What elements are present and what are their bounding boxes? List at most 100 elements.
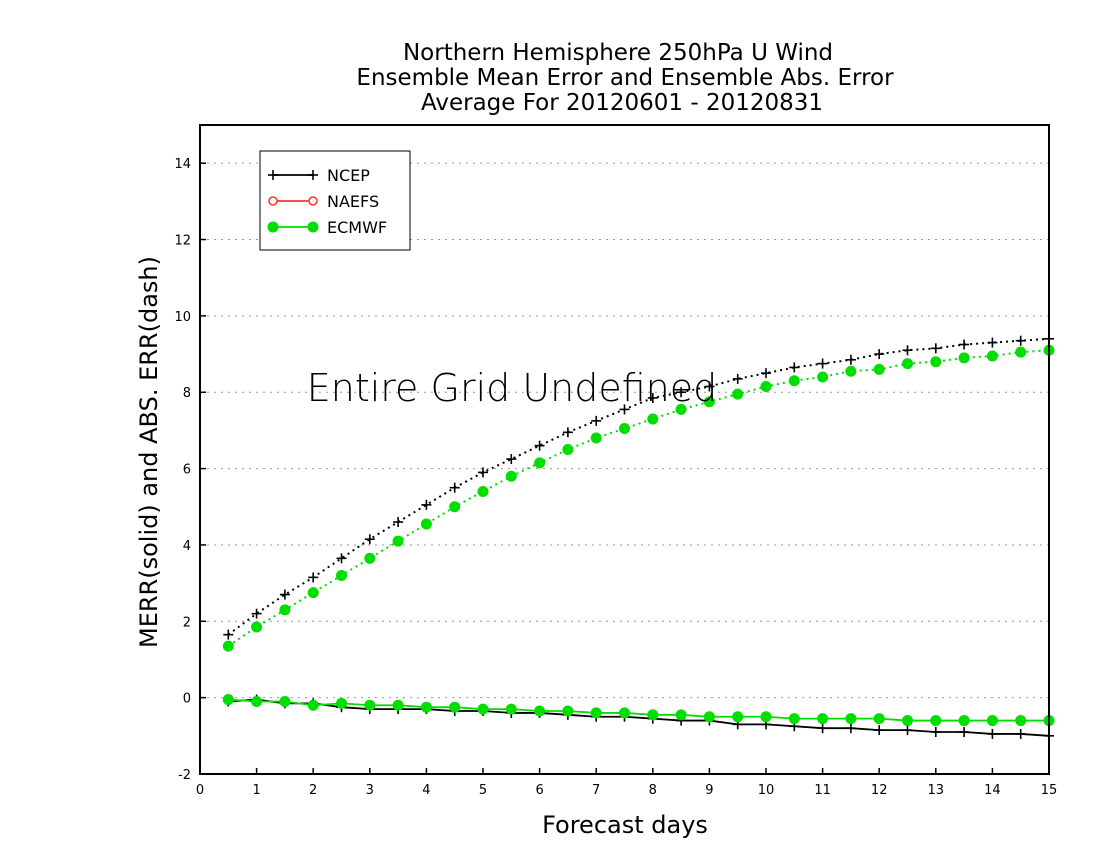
data-point (703, 396, 715, 408)
data-point (336, 697, 347, 709)
data-point (251, 695, 263, 707)
series-ncep-solid (223, 694, 1054, 741)
data-point (534, 705, 546, 717)
data-point (590, 707, 602, 719)
x-tick-label: 2 (309, 783, 317, 798)
legend-marker (308, 196, 318, 206)
x-tick-label: 4 (422, 783, 430, 798)
data-point (478, 467, 488, 478)
data-point (336, 553, 347, 564)
series-line (227, 349, 1050, 647)
data-point (1015, 715, 1027, 727)
legend-marker (268, 196, 278, 206)
data-point (902, 725, 913, 736)
data-point (817, 358, 828, 369)
y-tick-label: 6 (183, 463, 191, 478)
data-point (1015, 335, 1026, 346)
y-tick-label: 12 (174, 234, 191, 249)
x-tick-label: 7 (592, 783, 600, 798)
data-point (1015, 728, 1026, 739)
data-point (902, 715, 913, 727)
gridlines (200, 162, 1049, 775)
data-point (704, 381, 715, 392)
data-point (619, 707, 630, 719)
undefined-grid-annotation: Entire Grid Undefined (307, 366, 718, 410)
plot-frame (199, 124, 1050, 775)
y-tick-label: 10 (174, 310, 191, 325)
data-point (845, 723, 856, 734)
data-point (958, 352, 970, 364)
data-point (449, 701, 461, 713)
data-point (788, 713, 800, 725)
data-point (675, 403, 687, 415)
data-point (477, 703, 489, 715)
data-point (817, 371, 829, 383)
data-point (930, 727, 941, 738)
data-point (930, 715, 942, 727)
data-point (307, 587, 319, 599)
data-point (874, 725, 885, 736)
data-point (959, 727, 970, 738)
data-point (902, 358, 913, 370)
data-point (364, 534, 375, 545)
data-point (364, 699, 376, 711)
legend-item-ecmwf: ECMWF (267, 218, 387, 237)
data-point (845, 354, 856, 365)
data-point (251, 621, 263, 633)
data-point (222, 640, 234, 652)
data-point (477, 485, 489, 497)
y-tick-label: -2 (178, 768, 191, 783)
data-point (845, 713, 857, 725)
data-point (591, 415, 602, 426)
data-point (788, 375, 800, 387)
legend-label: ECMWF (327, 218, 387, 237)
data-point (789, 362, 800, 373)
legend-item-naefs: NAEFS (268, 192, 379, 211)
series-line (228, 698, 1050, 737)
data-point (986, 715, 998, 727)
data-point (562, 427, 573, 438)
y-tick-label: 0 (183, 692, 191, 707)
data-point (676, 387, 687, 398)
x-tick-label: 8 (649, 783, 657, 798)
data-point (279, 695, 291, 707)
data-point (505, 703, 517, 715)
data-point (506, 454, 517, 465)
title-line-2: Ensemble Mean Error and Ensemble Abs. Er… (356, 65, 894, 91)
x-tick-label: 3 (366, 783, 374, 798)
y-tick-label: 14 (174, 157, 191, 172)
data-point (393, 517, 404, 528)
legend-marker (308, 170, 318, 180)
legend-label: NCEP (327, 166, 370, 185)
x-tick-label: 0 (196, 783, 204, 798)
data-point (392, 535, 404, 547)
x-tick-label: 10 (758, 783, 775, 798)
data-point (675, 709, 687, 721)
legend: NCEP NAEFS ECMWF (259, 150, 411, 251)
data-point (987, 337, 998, 348)
data-point (902, 345, 913, 356)
data-point (251, 608, 262, 619)
data-point (986, 350, 998, 362)
title-line-3: Average For 20120601 - 20120831 (421, 90, 823, 116)
data-point (1015, 346, 1027, 358)
data-point (760, 711, 772, 723)
data-point (222, 694, 234, 706)
data-point (930, 356, 942, 368)
data-point (647, 709, 659, 721)
data-point (505, 470, 517, 482)
data-point (420, 701, 432, 713)
x-axis-label: Forecast days (542, 811, 708, 839)
x-tick-label: 1 (252, 783, 260, 798)
x-tick-label: 6 (535, 783, 543, 798)
chart-title: Northern Hemisphere 250hPa U Wind Ensemb… (356, 40, 894, 116)
data-point (420, 518, 432, 530)
y-tick-label: 2 (183, 615, 191, 630)
data-point (817, 713, 829, 725)
data-point (590, 432, 602, 444)
legend-marker (307, 221, 319, 233)
title-line-1: Northern Hemisphere 250hPa U Wind (403, 40, 833, 66)
data-point (449, 501, 461, 513)
